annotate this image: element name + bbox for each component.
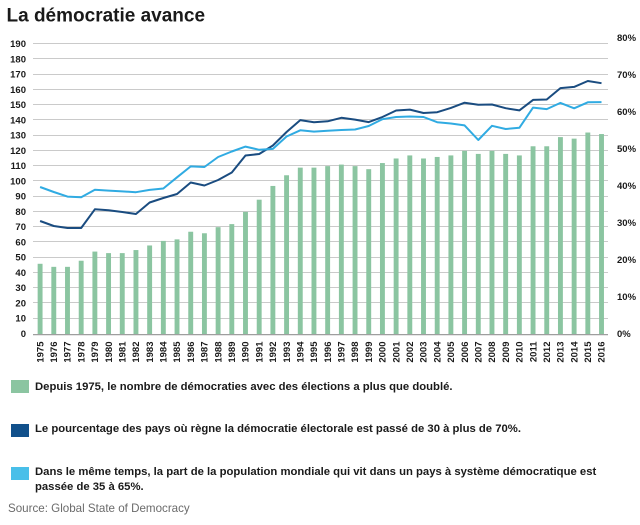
svg-text:1996: 1996 — [323, 342, 334, 363]
svg-text:180: 180 — [10, 54, 26, 65]
svg-text:0%: 0% — [617, 329, 631, 340]
svg-text:190: 190 — [10, 39, 26, 50]
svg-text:1994: 1994 — [295, 341, 306, 363]
svg-text:2009: 2009 — [501, 342, 512, 363]
svg-text:10%: 10% — [617, 292, 637, 303]
svg-text:2007: 2007 — [473, 342, 484, 363]
svg-text:130: 130 — [10, 131, 26, 142]
svg-text:120: 120 — [10, 146, 26, 157]
svg-text:1985: 1985 — [172, 341, 183, 363]
svg-text:1999: 1999 — [364, 342, 375, 363]
svg-text:1980: 1980 — [104, 342, 115, 363]
svg-text:1984: 1984 — [159, 341, 170, 363]
svg-text:1998: 1998 — [350, 342, 361, 363]
svg-text:2010: 2010 — [515, 342, 526, 363]
svg-text:2015: 2015 — [583, 341, 594, 363]
svg-text:La démocratie avance: La démocratie avance — [7, 6, 206, 27]
svg-text:60%: 60% — [617, 107, 637, 118]
svg-text:160: 160 — [10, 85, 26, 96]
svg-text:2012: 2012 — [542, 342, 553, 363]
svg-text:2005: 2005 — [446, 341, 457, 363]
svg-text:1992: 1992 — [268, 342, 279, 363]
svg-text:10: 10 — [15, 314, 26, 325]
svg-text:90: 90 — [15, 192, 26, 203]
svg-text:40: 40 — [15, 268, 26, 279]
svg-text:2013: 2013 — [556, 342, 567, 363]
svg-text:20%: 20% — [617, 255, 637, 266]
svg-text:60: 60 — [15, 237, 26, 248]
svg-text:1997: 1997 — [337, 342, 348, 363]
svg-text:100: 100 — [10, 176, 26, 187]
svg-text:2006: 2006 — [460, 342, 471, 363]
svg-text:1978: 1978 — [76, 342, 87, 363]
svg-text:150: 150 — [10, 100, 26, 111]
svg-text:40%: 40% — [617, 181, 637, 192]
svg-text:1983: 1983 — [145, 342, 156, 363]
svg-text:2004: 2004 — [432, 341, 443, 363]
svg-text:1990: 1990 — [241, 342, 252, 363]
svg-text:1976: 1976 — [49, 342, 60, 363]
svg-text:140: 140 — [10, 115, 26, 126]
svg-text:1995: 1995 — [309, 341, 320, 363]
svg-text:1993: 1993 — [282, 342, 293, 363]
svg-text:2008: 2008 — [487, 342, 498, 363]
svg-text:170: 170 — [10, 70, 26, 81]
svg-text:1975: 1975 — [35, 341, 46, 363]
svg-text:70%: 70% — [617, 70, 637, 81]
svg-text:2000: 2000 — [378, 342, 389, 363]
svg-text:1979: 1979 — [90, 342, 101, 363]
svg-text:2011: 2011 — [528, 341, 539, 362]
svg-text:2002: 2002 — [405, 342, 416, 363]
svg-text:80%: 80% — [617, 33, 637, 44]
svg-text:1989: 1989 — [227, 342, 238, 363]
svg-text:1982: 1982 — [131, 342, 142, 363]
svg-text:1986: 1986 — [186, 342, 197, 363]
svg-text:20: 20 — [15, 299, 26, 310]
svg-text:1988: 1988 — [213, 342, 224, 363]
svg-text:0: 0 — [21, 329, 26, 340]
svg-text:30%: 30% — [617, 218, 637, 229]
svg-text:110: 110 — [11, 161, 26, 172]
svg-text:2003: 2003 — [419, 342, 430, 363]
svg-text:1977: 1977 — [63, 342, 74, 363]
svg-text:1991: 1991 — [254, 341, 265, 363]
svg-text:50: 50 — [15, 253, 26, 264]
svg-text:2001: 2001 — [391, 341, 402, 363]
svg-text:2016: 2016 — [597, 342, 608, 363]
svg-text:50%: 50% — [617, 144, 637, 155]
svg-text:70: 70 — [15, 222, 26, 233]
svg-text:1981: 1981 — [117, 341, 128, 363]
svg-text:1987: 1987 — [200, 342, 211, 363]
svg-text:2014: 2014 — [569, 341, 580, 363]
svg-text:30: 30 — [15, 283, 26, 294]
svg-text:80: 80 — [15, 207, 26, 218]
